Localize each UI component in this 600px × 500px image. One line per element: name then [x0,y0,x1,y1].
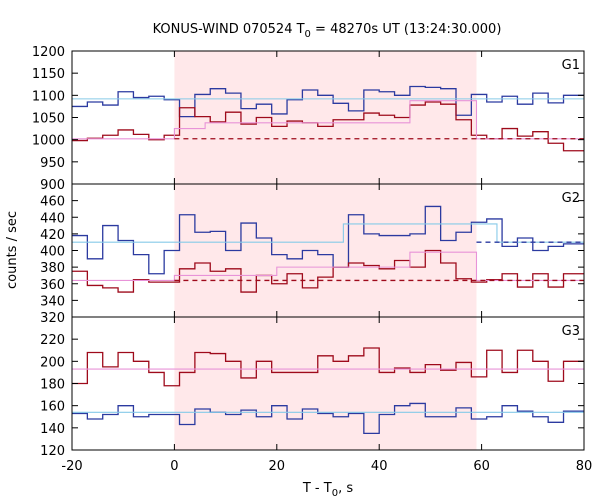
y-tick-label: 950 [40,156,65,171]
y-tick-label: 360 [40,278,65,293]
y-axis-label: counts / sec [5,211,20,289]
burst-interval-shade [174,51,477,184]
svg-text:KONUS-WIND 070524 T0 = 48270s: KONUS-WIND 070524 T0 = 48270s UT (13:24:… [153,22,502,40]
series-blue-line [72,205,584,275]
y-tick-label: 200 [40,355,65,370]
x-axis-label: T - T0, s [302,481,353,499]
x-tick-label: -20 [61,459,82,474]
series-pink-line [72,251,584,281]
panel-g3: 120 140 160 180 200 220 -20 0 20 40 60 80 G3 [40,316,593,474]
panel-label: G1 [562,58,580,73]
y-tick-label: 400 [40,245,65,260]
y-tick-label: 420 [40,228,65,243]
xlabel-rest: , s [338,481,353,496]
y-tick-label: 340 [40,294,65,309]
series-pink-line [72,100,584,140]
x-tick-label: 20 [269,459,286,474]
x-tick-label: 60 [473,459,490,474]
series-red-line [72,249,584,293]
y-tick-label: 160 [40,400,65,415]
x-tick-label: 0 [170,459,178,474]
panel-g1: 900 950 1000 1050 1100 1150 1200 G1 [32,45,585,193]
series-blue-line [72,85,584,118]
figure-title: KONUS-WIND 070524 T0 = 48270s UT (13:24:… [153,22,502,40]
panels: 90095010001050110011501200G1320340360380… [32,45,592,474]
y-tick-label: 120 [40,444,65,459]
xlabel-subscript: 0 [332,488,338,499]
y-tick-label: 1000 [32,134,65,149]
y-tick-label: 900 [40,178,65,193]
y-tick-label: 1050 [32,112,65,127]
y-tick-label: 1100 [32,89,65,104]
series-red-line [72,347,584,387]
x-tick-label: 80 [576,459,593,474]
xlabel-main: T - T [302,481,332,496]
panel-label: G3 [562,324,580,339]
y-tick-label: 460 [40,195,65,210]
y-tick-label: 1150 [32,67,65,82]
title-main: KONUS-WIND 070524 T [153,22,305,37]
y-tick-label: 320 [40,311,65,326]
series-blue-line [72,402,584,435]
title-subscript: 0 [305,29,311,40]
x-tick-label: 40 [371,459,388,474]
y-tick-label: 1200 [32,45,65,60]
y-tick-label: 440 [40,211,65,226]
y-tick-label: 220 [40,333,65,348]
series-cyan-line [72,223,584,243]
title-rest: = 48270s UT (13:24:30.000) [311,22,501,37]
y-tick-label: 140 [40,422,65,437]
y-tick-label: 380 [40,261,65,276]
burst-interval-shade [174,317,477,450]
panel-label: G2 [562,191,580,206]
y-tick-label: 180 [40,378,65,393]
